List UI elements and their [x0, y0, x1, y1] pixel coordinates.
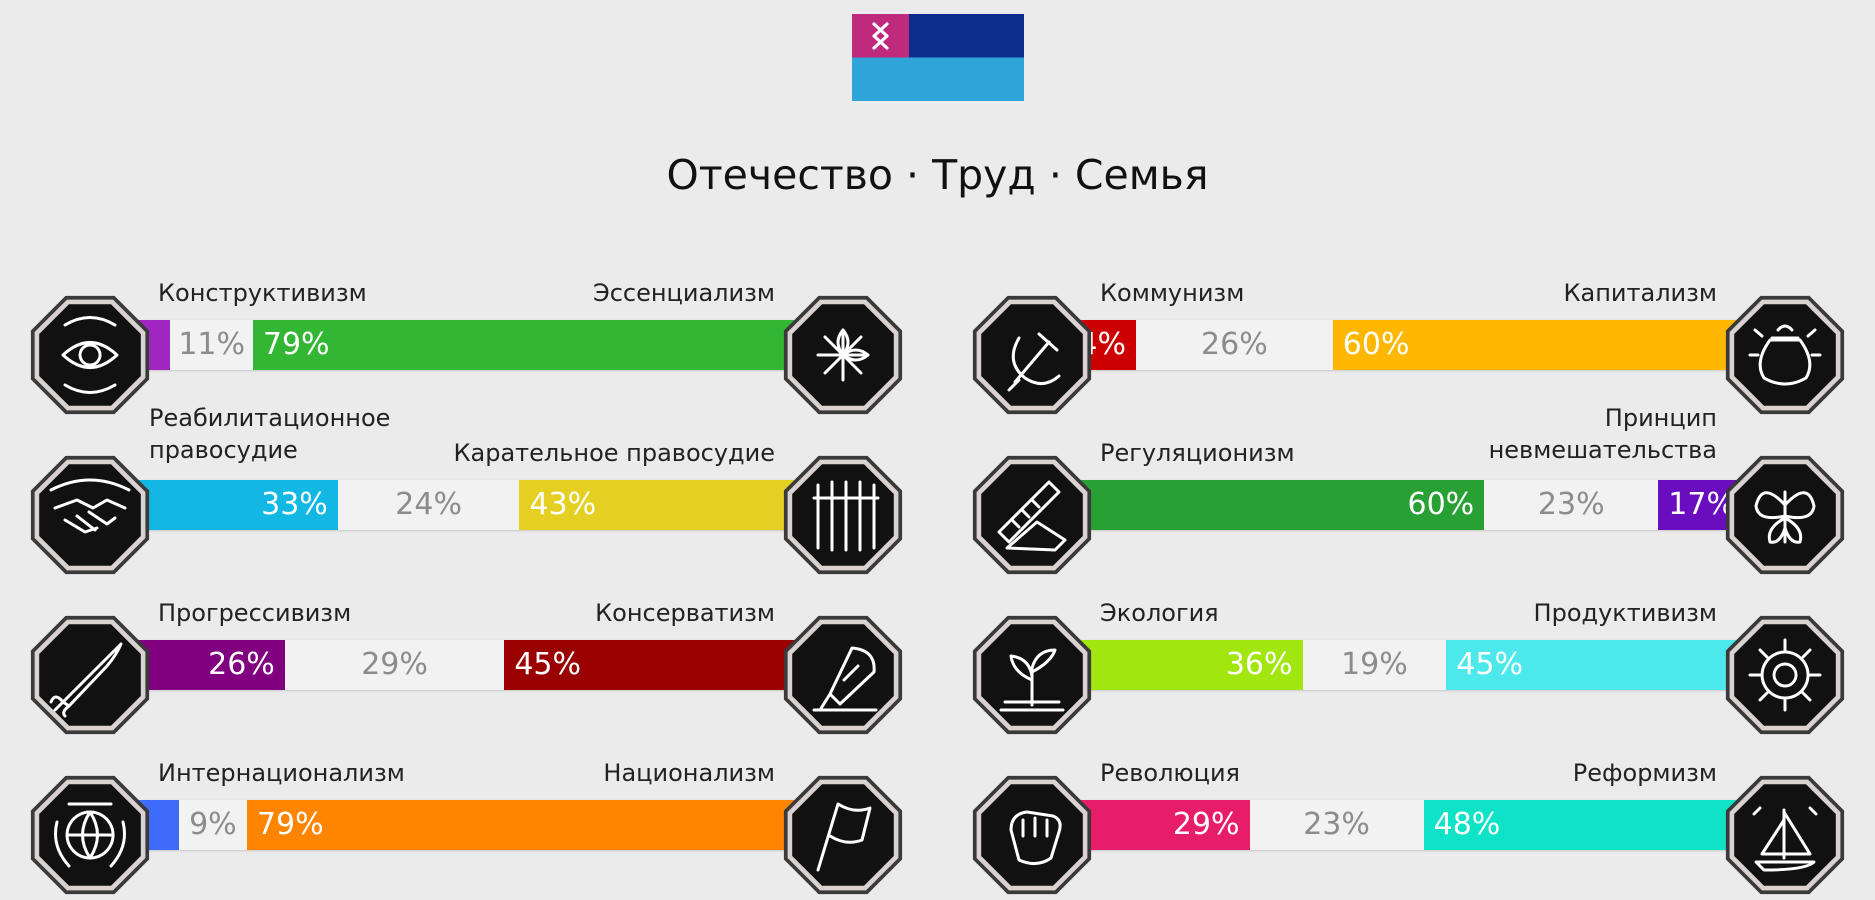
- flag-sky-stripe: [852, 57, 1024, 101]
- left-segment: 60%: [1030, 480, 1485, 530]
- right-label: Консерватизм: [595, 599, 775, 627]
- right-segment: 79%: [246, 800, 845, 850]
- axis-5: 26% 29% 45% Прогрессивизм Консерватизм: [25, 560, 908, 735]
- flower-icon: [778, 290, 908, 420]
- axis-bar: 26% 29% 45%: [88, 640, 845, 690]
- axis-6: 36% 19% 45% Экология Продуктивизм: [967, 560, 1850, 735]
- quill-icon: [778, 610, 908, 740]
- butterfly-icon: [1720, 450, 1850, 580]
- middle-segment: 9%: [178, 800, 247, 850]
- sailboat-icon: [1720, 770, 1850, 900]
- middle-segment: 24%: [337, 480, 520, 530]
- middle-segment: 26%: [1135, 320, 1333, 370]
- left-label: Коммунизм: [1100, 279, 1245, 307]
- handshake-icon: [25, 450, 155, 580]
- ruler-icon: [967, 450, 1097, 580]
- left-label: Реабилитационное правосудие: [149, 404, 391, 464]
- axis-7: 9% 79% Интернационализм Национализм: [25, 720, 908, 895]
- right-label: Принцип невмешательства: [1488, 404, 1717, 464]
- axis-bar: 33% 24% 43%: [88, 480, 845, 530]
- middle-segment: 29%: [284, 640, 505, 690]
- axis-bar: 9% 79%: [88, 800, 845, 850]
- right-segment: 60%: [1332, 320, 1787, 370]
- motto-title: Отечество · Труд · Семья: [666, 151, 1209, 199]
- eye-icon: [25, 290, 155, 420]
- sprout-icon: [967, 610, 1097, 740]
- axis-1: 11% 79% Конструктивизм Эссенциализм: [25, 240, 908, 415]
- right-label: Карательное правосудие: [453, 439, 775, 467]
- flag-canton: [852, 14, 909, 58]
- left-label: Экология: [1100, 599, 1219, 627]
- left-label: Интернационализм: [158, 759, 405, 787]
- left-label: Регуляционизм: [1100, 439, 1295, 467]
- rocket-icon: [25, 610, 155, 740]
- left-label: Прогрессивизм: [158, 599, 352, 627]
- middle-segment: 23%: [1249, 800, 1424, 850]
- globe-icon: [25, 770, 155, 900]
- left-label: Конструктивизм: [158, 279, 367, 307]
- hammer-sickle-icon: [967, 290, 1097, 420]
- axis-bar: 29% 23% 48%: [1030, 800, 1787, 850]
- right-label: Национализм: [603, 759, 775, 787]
- axis-bar: 36% 19% 45%: [1030, 640, 1787, 690]
- right-label: Реформизм: [1572, 759, 1717, 787]
- axis-2: 14% 26% 60% Коммунизм Капитализм: [967, 240, 1850, 415]
- axis-bar: 11% 79%: [88, 320, 845, 370]
- right-label: Продуктивизм: [1533, 599, 1717, 627]
- axis-bar: 14% 26% 60%: [1030, 320, 1787, 370]
- money-bag-icon: [1720, 290, 1850, 420]
- right-label: Капитализм: [1563, 279, 1717, 307]
- right-label: Эссенциализм: [592, 279, 775, 307]
- middle-segment: 23%: [1484, 480, 1659, 530]
- gear-icon: [1720, 610, 1850, 740]
- axis-bar: 60% 23% 17%: [1030, 480, 1787, 530]
- middle-segment: 19%: [1302, 640, 1447, 690]
- prison-bars-icon: [778, 450, 908, 580]
- flag-icon: [778, 770, 908, 900]
- middle-segment: 11%: [170, 320, 253, 370]
- axis-3: 33% 24% 43% Реабилитационное правосудие Кара…: [25, 400, 908, 575]
- axis-8: 29% 23% 48% Революция Реформизм: [967, 720, 1850, 895]
- flag: [852, 14, 1024, 101]
- axis-4: 60% 23% 17% Регуляционизм Принцип невмешател…: [967, 400, 1850, 575]
- fist-icon: [967, 770, 1097, 900]
- right-segment: 79%: [252, 320, 845, 370]
- flag-emblem-icon: [872, 22, 889, 50]
- left-label: Революция: [1100, 759, 1240, 787]
